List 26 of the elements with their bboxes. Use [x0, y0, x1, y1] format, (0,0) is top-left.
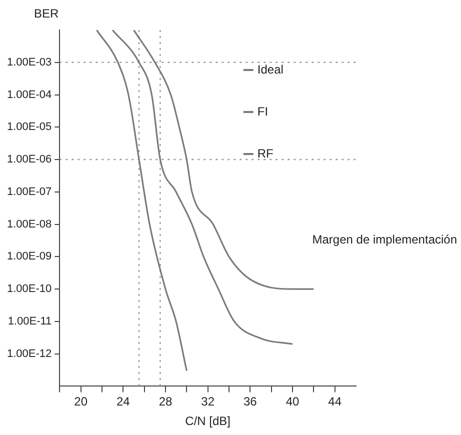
- x-tick-label: 24: [116, 394, 130, 409]
- line-series: [112, 30, 294, 345]
- y-tick-label: 1.00E-06: [6, 154, 52, 166]
- y-tick-label: 1.00E-12: [6, 348, 52, 360]
- legend-label: RF: [257, 146, 274, 160]
- line-series: [96, 30, 188, 372]
- legend-label: FI: [257, 104, 268, 118]
- y-tick-label: 1.00E-11: [8, 315, 52, 328]
- x-tick-label: 28: [158, 394, 172, 409]
- x-tick-label: 32: [201, 394, 215, 409]
- y-tick-label: 1.00E-03: [6, 56, 52, 68]
- x-tick-label: 36: [243, 394, 258, 409]
- x-tick-label: 40: [286, 394, 300, 409]
- x-tick-label: 20: [74, 394, 88, 409]
- x-axis-title: C/N [dB]: [185, 414, 230, 428]
- y-tick-label: 1.00E-09: [6, 250, 52, 263]
- line-series: [132, 30, 314, 290]
- annotation: Margen de implementación: [312, 232, 458, 246]
- legend-label: Ideal: [257, 62, 284, 76]
- x-tick-label: 44: [328, 394, 342, 409]
- y-axis-title: BER: [34, 6, 60, 20]
- y-tick-label: 1.00E-04: [6, 88, 52, 101]
- y-tick-label: 1.00E-08: [6, 218, 52, 230]
- y-tick-label: 1.00E-07: [6, 186, 52, 198]
- y-tick-label: 1.00E-10: [6, 283, 52, 296]
- y-tick-label: 1.00E-05: [6, 121, 52, 134]
